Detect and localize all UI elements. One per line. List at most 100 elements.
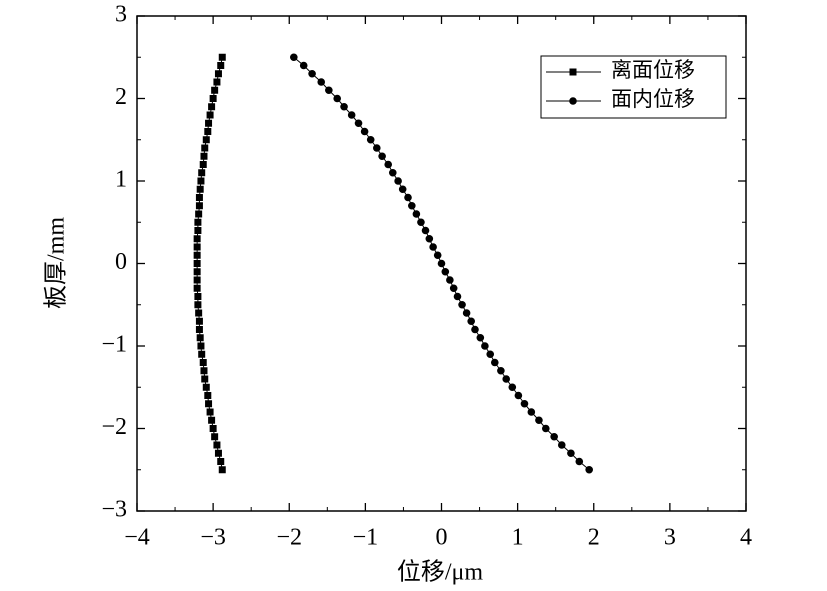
y-tick-label: 0 <box>115 249 127 275</box>
marker <box>211 86 219 94</box>
marker <box>429 243 437 251</box>
legend-box <box>540 55 727 119</box>
marker <box>197 177 205 185</box>
marker <box>308 69 316 78</box>
marker <box>205 400 213 408</box>
y-axis-label: 板厚/mm <box>43 217 70 309</box>
marker <box>412 210 421 218</box>
marker <box>202 136 210 144</box>
marker <box>446 276 454 284</box>
marker <box>575 457 584 466</box>
marker <box>462 309 471 317</box>
marker <box>208 416 216 424</box>
marker <box>372 144 381 152</box>
y-tick-label: 3 <box>115 2 127 28</box>
marker <box>567 449 575 458</box>
marker <box>193 284 201 292</box>
marker <box>398 185 407 194</box>
x-tick-label: −2 <box>276 525 302 551</box>
marker <box>394 177 402 185</box>
x-tick-label: −4 <box>124 525 150 551</box>
marker <box>201 144 209 152</box>
marker <box>198 350 206 358</box>
marker <box>502 375 511 383</box>
marker <box>425 234 434 243</box>
marker <box>195 317 203 325</box>
marker <box>214 449 222 457</box>
marker <box>201 375 209 383</box>
marker <box>417 218 425 227</box>
marker <box>541 424 550 433</box>
marker <box>206 408 214 416</box>
marker <box>193 251 201 259</box>
marker <box>200 367 208 375</box>
marker <box>209 425 217 432</box>
y-tick-label: −2 <box>101 414 127 440</box>
x-tick-label: 4 <box>740 525 752 551</box>
marker <box>195 194 203 201</box>
marker <box>421 226 430 235</box>
y-tick-label: −1 <box>101 332 127 358</box>
marker <box>194 227 202 234</box>
marker <box>198 169 206 177</box>
y-tick-label: −3 <box>101 497 127 523</box>
marker <box>208 103 216 111</box>
x-tick-label: −3 <box>200 525 226 551</box>
x-tick-label: 3 <box>664 525 676 551</box>
marker <box>453 292 462 301</box>
marker <box>490 358 499 367</box>
marker <box>217 62 225 69</box>
y-tick-label: 2 <box>115 84 127 110</box>
marker <box>218 53 226 61</box>
marker <box>196 334 204 342</box>
marker <box>333 94 342 103</box>
marker <box>408 201 416 210</box>
marker <box>195 202 203 210</box>
marker <box>486 350 495 359</box>
marker <box>204 392 212 399</box>
marker <box>527 408 536 416</box>
marker <box>497 366 505 375</box>
marker <box>194 293 202 300</box>
marker <box>195 210 203 218</box>
marker <box>535 416 543 425</box>
marker <box>193 268 201 276</box>
marker <box>206 111 214 119</box>
marker <box>360 127 369 136</box>
marker <box>197 342 205 350</box>
marker <box>508 383 517 392</box>
legend-label: 面内位移 <box>611 87 695 111</box>
marker <box>194 218 202 226</box>
marker <box>217 458 225 465</box>
legend-label: 离面位移 <box>611 58 695 82</box>
marker <box>569 97 577 105</box>
marker <box>437 259 446 268</box>
marker <box>214 70 222 78</box>
marker <box>557 441 566 449</box>
marker <box>199 359 207 366</box>
marker <box>213 441 221 449</box>
marker <box>340 102 348 111</box>
marker <box>585 465 593 474</box>
marker <box>205 119 213 127</box>
marker <box>441 267 450 276</box>
marker <box>550 432 558 441</box>
marker <box>194 301 202 309</box>
marker <box>388 168 397 177</box>
x-tick-label: −1 <box>353 525 379 551</box>
marker <box>211 433 219 441</box>
x-tick-label: 1 <box>512 525 524 551</box>
marker <box>290 53 298 62</box>
marker <box>317 78 326 86</box>
marker <box>199 161 207 168</box>
marker <box>514 391 523 400</box>
x-tick-label: 2 <box>588 525 600 551</box>
marker <box>196 185 204 193</box>
marker <box>299 61 308 70</box>
marker <box>404 193 412 202</box>
marker <box>384 160 393 169</box>
marker <box>378 152 386 161</box>
marker <box>458 300 466 309</box>
